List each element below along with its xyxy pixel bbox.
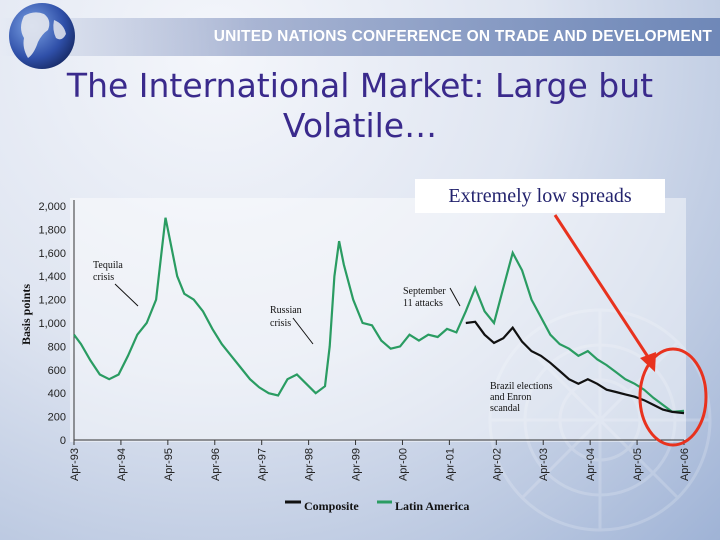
x-tick-label: Apr-00 — [397, 448, 409, 481]
callout-box: Extremely low spreads — [415, 179, 665, 213]
globe-icon — [9, 3, 75, 69]
annotation-tequila: Tequila crisis — [93, 260, 139, 307]
svg-text:11 attacks: 11 attacks — [403, 298, 443, 309]
x-tick-label: Apr-03 — [538, 448, 550, 481]
y-tick-label: 200 — [48, 412, 66, 424]
x-tick-label: Apr-98 — [304, 448, 316, 481]
y-tick-label: 1,000 — [38, 318, 66, 330]
svg-text:September: September — [403, 286, 446, 297]
y-tick-label: 1,400 — [38, 271, 66, 283]
x-tick-label: Apr-05 — [632, 448, 644, 481]
title-line-1: The International Market: Large but — [66, 66, 654, 105]
y-tick-label: 600 — [48, 365, 66, 377]
legend: Composite Latin America — [285, 499, 469, 513]
svg-text:scandal: scandal — [490, 403, 520, 414]
x-axis: Apr-93 Apr-94 Apr-95 Apr-96 Apr-97 Apr-98 Apr-… — [69, 439, 691, 481]
annotation-russian: Russian crisis — [270, 305, 314, 345]
svg-text:Russian: Russian — [270, 305, 302, 316]
series-line-composite — [465, 320, 685, 415]
svg-text:crisis: crisis — [270, 318, 291, 329]
header-banner — [0, 18, 720, 56]
highlight-circle — [638, 347, 708, 447]
callout-arrow — [553, 214, 652, 361]
legend-label-latin-america: Latin America — [395, 499, 469, 513]
x-tick-label: Apr-93 — [69, 448, 81, 481]
y-tick-label: 400 — [48, 388, 66, 400]
y-axis: 0 200 400 600 800 1,000 1,200 1,400 1,600 1,800 2,… — [38, 200, 75, 447]
svg-text:crisis: crisis — [93, 272, 114, 283]
x-tick-label: Apr-01 — [444, 448, 456, 481]
y-tick-label: 2,000 — [38, 201, 66, 213]
y-tick-label: 0 — [60, 435, 66, 447]
annotation-september: September 11 attacks — [403, 286, 461, 309]
svg-text:Brazil elections: Brazil elections — [490, 381, 553, 392]
x-tick-label: Apr-04 — [585, 448, 597, 481]
y-tick-label: 800 — [48, 341, 66, 353]
x-tick-label: Apr-02 — [491, 448, 503, 481]
y-axis-label: Basis points — [19, 284, 33, 345]
annotation-brazil: Brazil elections and Enron scandal — [490, 381, 553, 414]
x-tick-label: Apr-97 — [257, 448, 269, 481]
x-tick-label: Apr-95 — [163, 448, 175, 481]
x-tick-label: Apr-99 — [351, 448, 363, 481]
svg-text:and Enron: and Enron — [490, 392, 531, 403]
y-tick-label: 1,800 — [38, 224, 66, 236]
series-line-latin-america — [73, 217, 685, 414]
y-tick-label: 1,600 — [38, 248, 66, 260]
organization-name: UNITED NATIONS CONFERENCE ON TRADE AND D… — [213, 28, 712, 45]
title-line-2: Volatile… — [282, 106, 438, 145]
x-tick-label: Apr-06 — [679, 448, 691, 481]
y-tick-label: 1,200 — [38, 295, 66, 307]
svg-text:Tequila: Tequila — [93, 260, 123, 271]
arrow-head-icon — [640, 352, 656, 372]
plot-area — [70, 198, 686, 442]
x-tick-label: Apr-96 — [210, 448, 222, 481]
legend-label-composite: Composite — [304, 499, 359, 513]
x-tick-label: Apr-94 — [116, 448, 128, 481]
slide-title: The International Market: Large but Vola… — [40, 66, 680, 146]
